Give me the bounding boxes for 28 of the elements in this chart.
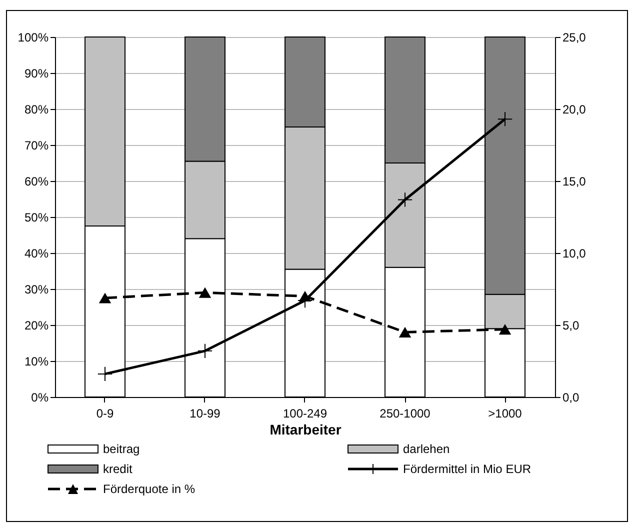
y-tick-label: 60%: [24, 174, 49, 188]
y-tick-label: 0%: [31, 390, 49, 404]
y-tick-label: 10%: [24, 354, 49, 368]
y2-tick-label: 20,0: [562, 102, 586, 116]
y2-tick-label: 25,0: [562, 30, 586, 44]
legend-label: beitrag: [103, 442, 140, 456]
y-tick-label: 80%: [24, 102, 49, 116]
y2-tick-label: 5,0: [562, 318, 580, 332]
legend-label: Fördermittel in Mio EUR: [403, 462, 532, 476]
y-tick-label: 20%: [24, 318, 49, 332]
legend-label: darlehen: [403, 442, 450, 456]
y-tick-label: 70%: [24, 138, 49, 152]
legend-label: kredit: [103, 462, 132, 476]
x-axis-title: Mitarbeiter: [270, 422, 342, 438]
y-tick-label: 50%: [24, 210, 49, 224]
y2-tick-label: 15,0: [562, 174, 586, 188]
y2-tick-label: 10,0: [562, 246, 586, 260]
x-tick-label: 10-99: [190, 406, 221, 420]
x-tick-label: 100-249: [282, 406, 328, 420]
x-tick-label: >1000: [488, 406, 522, 420]
y-tick-label: 40%: [24, 246, 49, 260]
legend-label: Förderquote in %: [103, 482, 196, 496]
y-tick-label: 100%: [18, 30, 49, 44]
x-tick-label: 250-1000: [380, 406, 431, 420]
y-tick-label: 90%: [24, 66, 49, 80]
y2-tick-label: 0,0: [562, 390, 580, 404]
x-tick-label: 0-9: [96, 406, 114, 420]
y-tick-label: 30%: [24, 282, 49, 296]
